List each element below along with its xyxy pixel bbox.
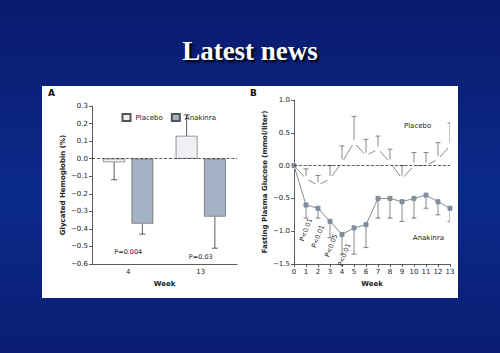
svg-text:0: 0 <box>292 268 296 276</box>
svg-text:1.0: 1.0 <box>279 96 290 104</box>
svg-text:−0.4: −0.4 <box>71 225 89 233</box>
svg-text:10: 10 <box>410 268 419 276</box>
svg-text:P<0.01: P<0.01 <box>336 242 352 267</box>
svg-text:0.1: 0.1 <box>77 137 88 145</box>
svg-text:0.3: 0.3 <box>77 102 88 110</box>
svg-text:−0.5: −0.5 <box>71 242 88 250</box>
svg-text:P=0.004: P=0.004 <box>114 248 142 256</box>
svg-text:7: 7 <box>376 268 380 276</box>
svg-text:−1.0: −1.0 <box>273 227 290 235</box>
svg-text:13: 13 <box>446 268 455 276</box>
svg-text:−1.5: −1.5 <box>273 260 290 268</box>
svg-text:5: 5 <box>352 268 356 276</box>
svg-text:−0.1: −0.1 <box>71 172 88 180</box>
svg-text:−0.6: −0.6 <box>71 260 89 268</box>
svg-text:A: A <box>48 88 55 98</box>
svg-text:−0.5: −0.5 <box>273 194 290 202</box>
svg-text:0.0: 0.0 <box>279 162 290 170</box>
svg-text:3: 3 <box>328 268 332 276</box>
svg-text:12: 12 <box>434 268 443 276</box>
svg-text:Week: Week <box>154 280 176 288</box>
svg-text:0.5: 0.5 <box>279 129 290 137</box>
svg-text:6: 6 <box>364 268 369 276</box>
svg-text:8: 8 <box>388 268 392 276</box>
svg-text:0.0: 0.0 <box>77 155 88 163</box>
svg-text:13: 13 <box>196 268 205 276</box>
svg-text:P<0.01: P<0.01 <box>298 217 314 242</box>
svg-text:0.2: 0.2 <box>77 120 88 128</box>
svg-text:−0.2: −0.2 <box>71 190 88 198</box>
svg-text:P<0.01: P<0.01 <box>310 224 326 249</box>
svg-text:4: 4 <box>340 268 345 276</box>
svg-text:Anakinra: Anakinra <box>413 234 444 242</box>
svg-text:1: 1 <box>304 268 308 276</box>
svg-text:4: 4 <box>126 268 131 276</box>
svg-text:9: 9 <box>400 268 404 276</box>
svg-text:Anakinra: Anakinra <box>185 114 216 122</box>
svg-text:Placebo: Placebo <box>136 114 163 122</box>
svg-text:Fasting Plasma Glucose (mmol/l: Fasting Plasma Glucose (mmol/liter) <box>261 111 269 254</box>
svg-text:Glycated Hemoglobin (%): Glycated Hemoglobin (%) <box>59 135 67 235</box>
svg-text:P<0.05: P<0.05 <box>323 233 339 258</box>
html-text:Latest news: Latest news <box>182 36 318 66</box>
svg-text:B: B <box>250 88 257 98</box>
svg-text:Placebo: Placebo <box>404 122 431 130</box>
svg-text:P=0.03: P=0.03 <box>189 253 213 261</box>
svg-text:2: 2 <box>316 268 320 276</box>
svg-text:Week: Week <box>361 280 383 288</box>
svg-text:−0.3: −0.3 <box>71 207 88 215</box>
svg-text:11: 11 <box>422 268 431 276</box>
